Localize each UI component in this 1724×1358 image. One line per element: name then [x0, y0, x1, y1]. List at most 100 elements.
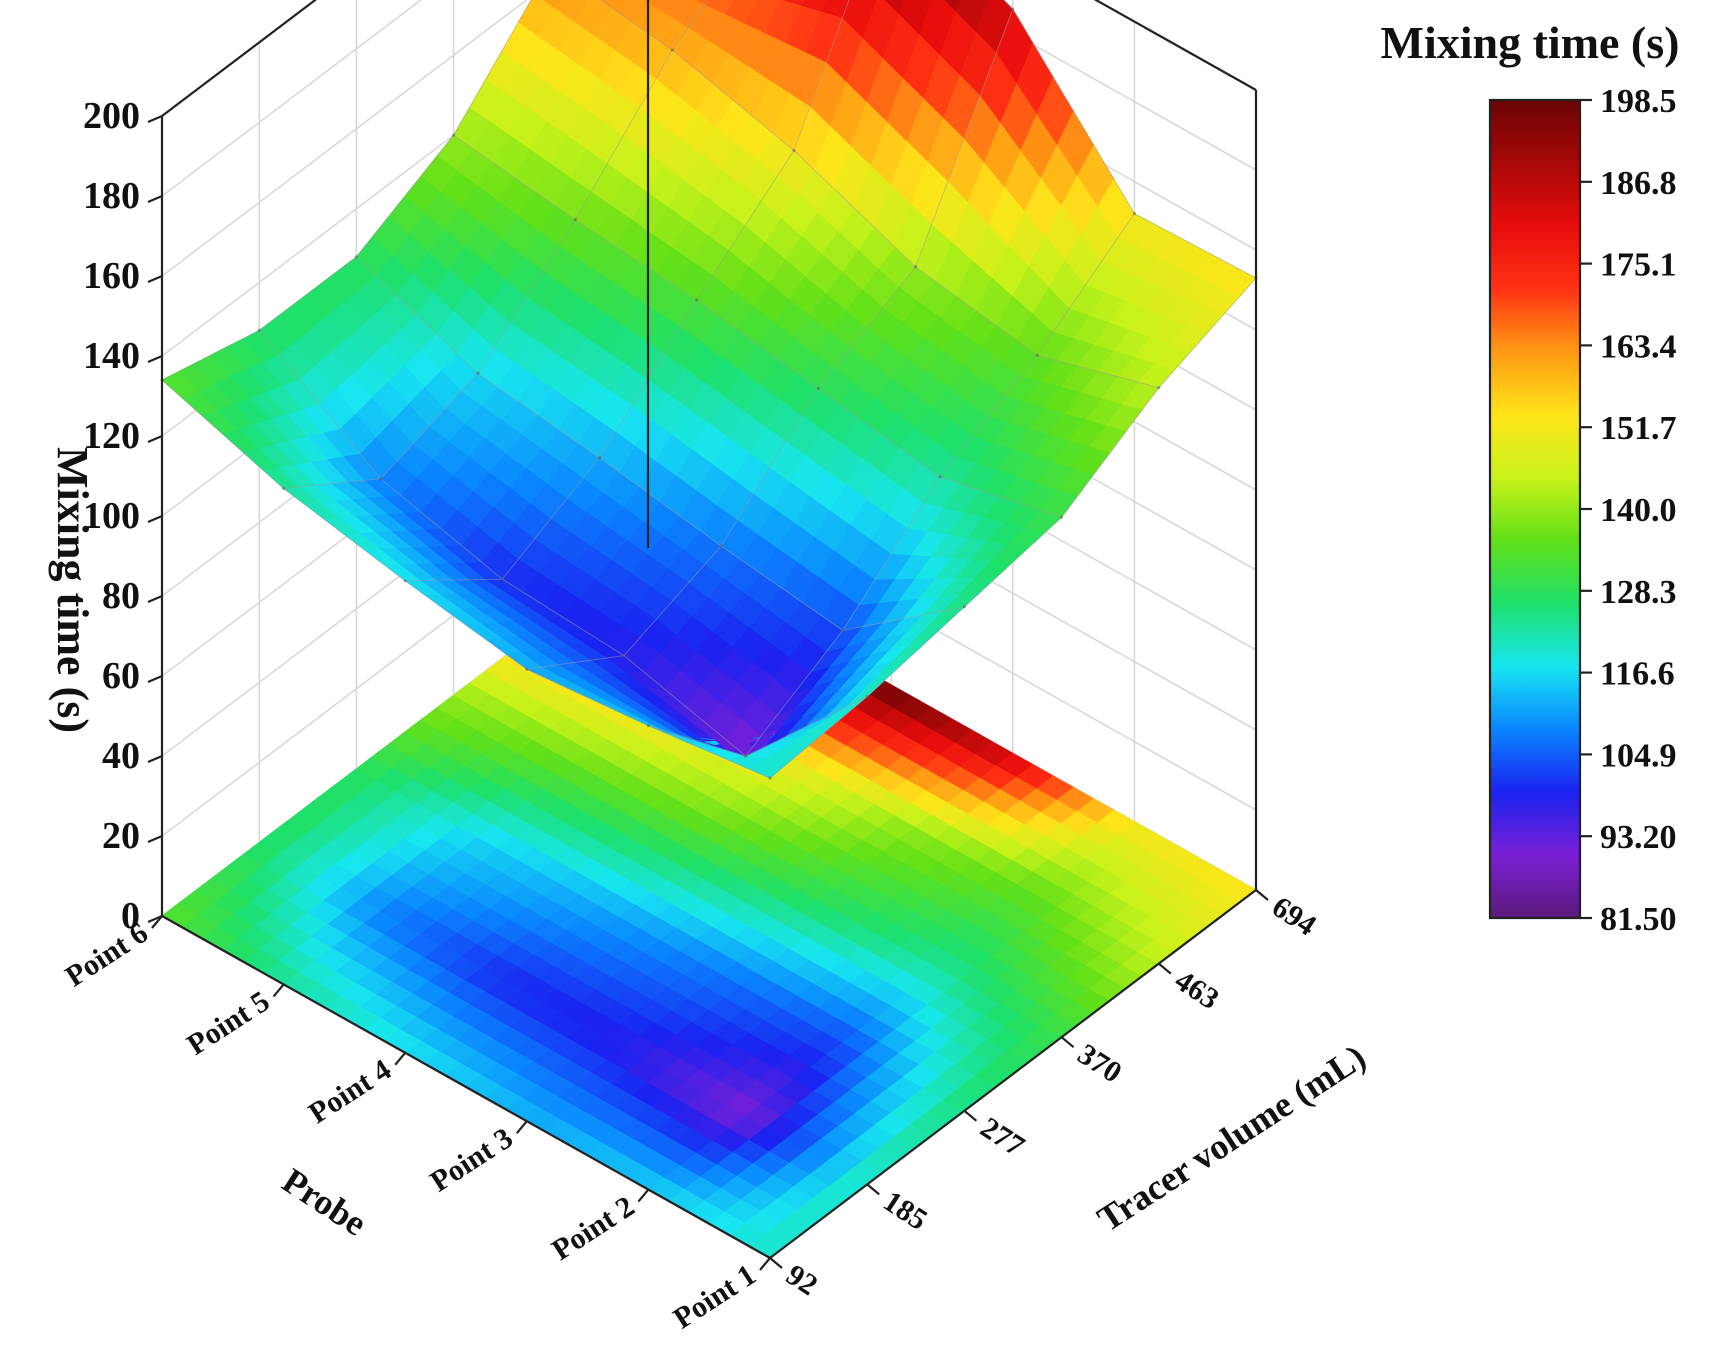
y-tick-label: 92	[780, 1258, 823, 1302]
data-point	[670, 48, 675, 52]
colorbar-tick-label: 140.0	[1600, 492, 1677, 529]
z-tick-mark	[147, 514, 163, 524]
colorbar-tick-label: 104.9	[1600, 737, 1677, 774]
data-point	[768, 776, 772, 780]
surface-gridline	[283, 0, 709, 489]
y-tick-mark	[1255, 889, 1269, 901]
colorbar: 198.5 186.8 175.1 163.4 151.7 140.0 128.3 116.6…	[1488, 83, 1677, 938]
z-tick-mark	[147, 434, 163, 444]
surface-cell	[801, 0, 828, 12]
colorbar-tick-label: 128.3	[1600, 574, 1677, 611]
data-point	[354, 255, 358, 259]
colorbar-gradient	[1488, 98, 1582, 920]
surface-cell	[944, 0, 961, 12]
data-point	[257, 328, 261, 332]
x-tick-label: Point 1	[668, 1258, 762, 1335]
y-tick-label: 277	[975, 1111, 1031, 1163]
y-tick-mark	[1158, 962, 1172, 975]
colorbar-tick-label: 163.4	[1600, 328, 1677, 365]
z-tick-label: 0	[121, 895, 140, 937]
surface-cell	[599, 0, 620, 9]
surface-cell	[821, 0, 850, 19]
z-axis-title: Mixing time (s)	[48, 447, 97, 733]
y-tick-mark	[769, 1257, 783, 1269]
z-tick-mark	[147, 274, 163, 284]
z-tick-mark	[147, 834, 163, 844]
z-tick-mark	[147, 114, 163, 124]
surface-gridline	[453, 134, 1062, 518]
x-tick-mark	[272, 983, 285, 998]
data-point	[1132, 212, 1136, 216]
colorbar-tick-label: 116.6	[1600, 656, 1675, 693]
wall-gridline	[161, 0, 1257, 197]
data-point	[452, 133, 456, 137]
data-point	[476, 371, 480, 375]
x-tick-mark	[394, 1052, 407, 1066]
colorbar-title: Mixing time (s)	[1381, 17, 1680, 68]
z-tick-mark	[147, 754, 163, 764]
data-point	[865, 694, 869, 699]
z-tick-label: 60	[102, 655, 140, 697]
data-point	[1060, 515, 1064, 519]
data-point	[403, 579, 407, 583]
z-tick-label: 40	[102, 735, 140, 777]
surface-gridline	[769, 277, 1257, 779]
x-tick-label: Point 3	[424, 1121, 518, 1198]
z-tick-label: 160	[83, 255, 140, 297]
x-tick-label: Point 4	[303, 1053, 397, 1130]
top-wall-edge	[1093, 0, 1257, 91]
x-tick-mark	[637, 1188, 650, 1203]
z-tick-mark	[147, 674, 163, 684]
colorbar-tick-label: 151.7	[1600, 410, 1677, 447]
data-point	[841, 628, 845, 633]
x-tick-label: Point 2	[546, 1190, 640, 1267]
data-point	[792, 148, 796, 152]
z-tick-mark	[147, 194, 163, 204]
z-tick-mark	[147, 354, 163, 364]
y-axis-line	[769, 889, 1257, 1259]
z-tick-label: 180	[83, 175, 140, 217]
data-point	[598, 456, 602, 460]
data-point	[744, 754, 748, 758]
data-point	[938, 475, 942, 479]
y-tick-label: 370	[1072, 1037, 1128, 1089]
x-axis-line	[161, 915, 771, 1259]
colorbar-tick-label: 175.1	[1600, 247, 1677, 284]
data-point	[719, 544, 723, 548]
surface-gridline	[599, 0, 1159, 389]
x-tick-mark	[151, 915, 163, 929]
y-tick-label: 463	[1169, 964, 1225, 1016]
z-tick-label: 200	[83, 95, 140, 137]
y-tick-mark	[1060, 1036, 1075, 1049]
y-tick-mark	[866, 1183, 880, 1196]
data-point	[1011, 7, 1015, 11]
y-tick-label: 185	[877, 1185, 933, 1237]
z-tick-label: 140	[83, 335, 140, 377]
colorbar-tick-label: 81.50	[1600, 901, 1677, 938]
colorbar-tick-label: 186.8	[1600, 165, 1677, 202]
z-tick-mark	[147, 594, 163, 604]
z-tick-mark	[147, 914, 163, 924]
surface-gridline	[161, 0, 532, 381]
surface-cell	[782, 0, 805, 6]
data-point	[816, 386, 821, 390]
data-point	[500, 577, 504, 581]
surface-cell	[884, 0, 905, 15]
y-tick-mark	[963, 1109, 978, 1122]
data-point	[1157, 386, 1161, 390]
z-tick-label: 20	[102, 815, 140, 857]
x-axis-title: Probe	[275, 1160, 373, 1243]
data-point	[525, 667, 529, 671]
data-point	[646, 724, 651, 728]
surface-cell	[704, 0, 735, 15]
top-wall-edge	[161, 0, 318, 117]
surface-gridline	[1003, 0, 1257, 279]
x-tick-mark	[515, 1120, 528, 1134]
data-point	[1035, 353, 1039, 357]
surface-cell	[695, 0, 709, 5]
surface-gridline	[356, 256, 965, 631]
x-tick-mark	[759, 1257, 771, 1271]
z-tick-label: 100	[83, 495, 140, 537]
